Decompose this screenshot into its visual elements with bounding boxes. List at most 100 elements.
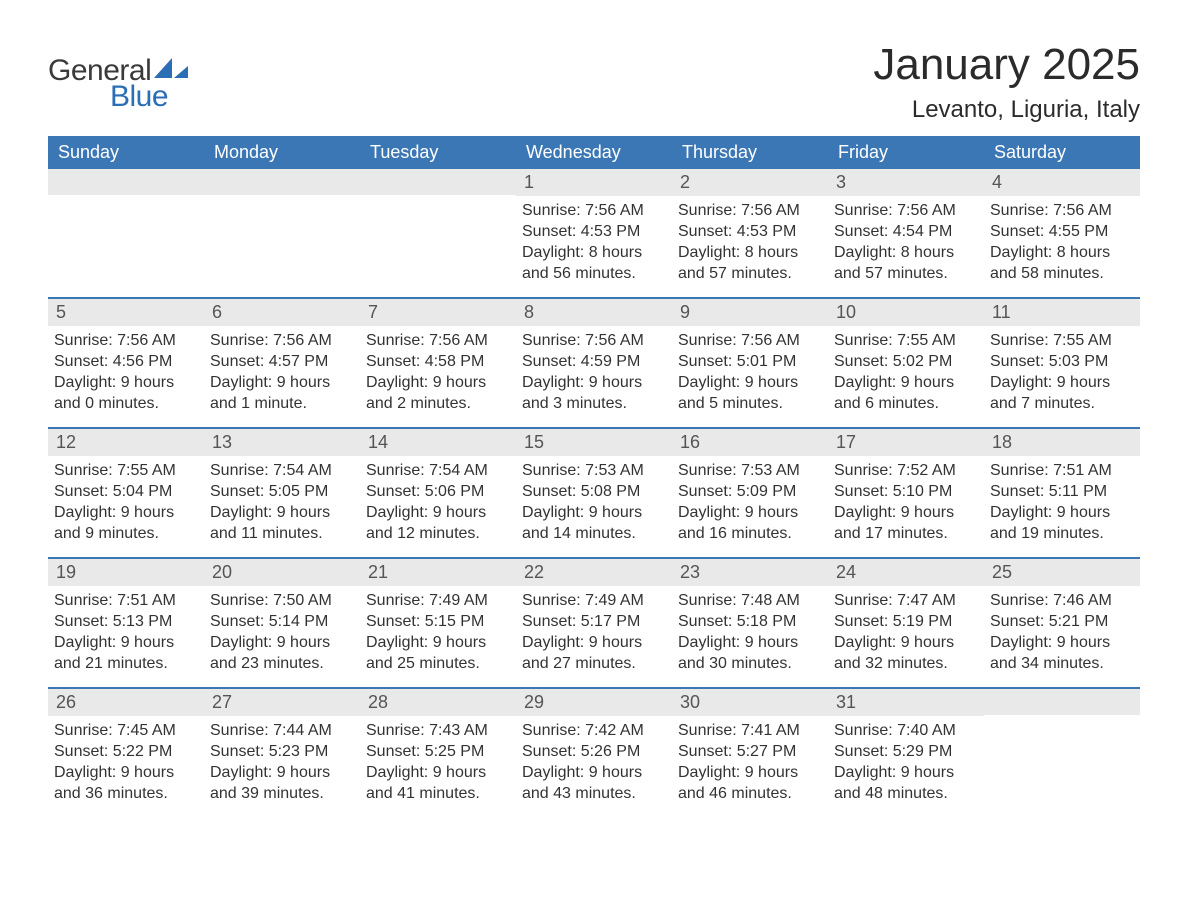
- day-cell: 7Sunrise: 7:56 AMSunset: 4:58 PMDaylight…: [360, 299, 516, 427]
- day-number: 5: [48, 299, 204, 326]
- daylight-line1: Daylight: 8 hours: [990, 242, 1134, 263]
- daylight-line2: and 30 minutes.: [678, 653, 822, 674]
- sunrise-text: Sunrise: 7:56 AM: [54, 330, 198, 351]
- day-cell: 11Sunrise: 7:55 AMSunset: 5:03 PMDayligh…: [984, 299, 1140, 427]
- daylight-line2: and 1 minute.: [210, 393, 354, 414]
- daylight-line2: and 2 minutes.: [366, 393, 510, 414]
- daylight-line1: Daylight: 9 hours: [210, 632, 354, 653]
- daylight-line2: and 12 minutes.: [366, 523, 510, 544]
- week-row: 26Sunrise: 7:45 AMSunset: 5:22 PMDayligh…: [48, 687, 1140, 817]
- sunrise-text: Sunrise: 7:56 AM: [678, 330, 822, 351]
- sunset-text: Sunset: 5:02 PM: [834, 351, 978, 372]
- day-number: [984, 689, 1140, 715]
- day-cell: 2Sunrise: 7:56 AMSunset: 4:53 PMDaylight…: [672, 169, 828, 297]
- sunset-text: Sunset: 5:29 PM: [834, 741, 978, 762]
- day-cell: 24Sunrise: 7:47 AMSunset: 5:19 PMDayligh…: [828, 559, 984, 687]
- day-number: 8: [516, 299, 672, 326]
- sunrise-text: Sunrise: 7:43 AM: [366, 720, 510, 741]
- day-details: Sunrise: 7:56 AMSunset: 4:53 PMDaylight:…: [516, 196, 672, 288]
- daylight-line1: Daylight: 9 hours: [54, 762, 198, 783]
- calendar-table: Sunday Monday Tuesday Wednesday Thursday…: [48, 136, 1140, 817]
- day-details: Sunrise: 7:49 AMSunset: 5:15 PMDaylight:…: [360, 586, 516, 678]
- day-number: [204, 169, 360, 195]
- sunset-text: Sunset: 5:01 PM: [678, 351, 822, 372]
- sunset-text: Sunset: 5:18 PM: [678, 611, 822, 632]
- daylight-line2: and 39 minutes.: [210, 783, 354, 804]
- sunset-text: Sunset: 5:23 PM: [210, 741, 354, 762]
- page-header: General Blue January 2025 Levanto, Ligur…: [48, 40, 1140, 124]
- weekday-header: Saturday: [984, 136, 1140, 169]
- day-cell: 25Sunrise: 7:46 AMSunset: 5:21 PMDayligh…: [984, 559, 1140, 687]
- day-cell: 23Sunrise: 7:48 AMSunset: 5:18 PMDayligh…: [672, 559, 828, 687]
- sunrise-text: Sunrise: 7:42 AM: [522, 720, 666, 741]
- sunrise-text: Sunrise: 7:53 AM: [678, 460, 822, 481]
- daylight-line2: and 14 minutes.: [522, 523, 666, 544]
- day-number: 1: [516, 169, 672, 196]
- daylight-line2: and 0 minutes.: [54, 393, 198, 414]
- daylight-line1: Daylight: 9 hours: [210, 372, 354, 393]
- day-number: 21: [360, 559, 516, 586]
- week-row: 5Sunrise: 7:56 AMSunset: 4:56 PMDaylight…: [48, 297, 1140, 427]
- day-number: 30: [672, 689, 828, 716]
- day-details: Sunrise: 7:56 AMSunset: 4:58 PMDaylight:…: [360, 326, 516, 418]
- sunset-text: Sunset: 5:08 PM: [522, 481, 666, 502]
- sunset-text: Sunset: 5:17 PM: [522, 611, 666, 632]
- weekday-header: Wednesday: [516, 136, 672, 169]
- day-number: 10: [828, 299, 984, 326]
- day-details: Sunrise: 7:46 AMSunset: 5:21 PMDaylight:…: [984, 586, 1140, 678]
- day-cell: 26Sunrise: 7:45 AMSunset: 5:22 PMDayligh…: [48, 689, 204, 817]
- day-details: Sunrise: 7:53 AMSunset: 5:08 PMDaylight:…: [516, 456, 672, 548]
- daylight-line2: and 3 minutes.: [522, 393, 666, 414]
- day-number: 15: [516, 429, 672, 456]
- day-number: 18: [984, 429, 1140, 456]
- sunset-text: Sunset: 5:21 PM: [990, 611, 1134, 632]
- daylight-line1: Daylight: 9 hours: [210, 502, 354, 523]
- daylight-line1: Daylight: 8 hours: [834, 242, 978, 263]
- day-details: Sunrise: 7:40 AMSunset: 5:29 PMDaylight:…: [828, 716, 984, 808]
- daylight-line1: Daylight: 9 hours: [834, 502, 978, 523]
- daylight-line2: and 57 minutes.: [678, 263, 822, 284]
- day-cell: [204, 169, 360, 297]
- sunrise-text: Sunrise: 7:54 AM: [210, 460, 354, 481]
- sunset-text: Sunset: 5:05 PM: [210, 481, 354, 502]
- daylight-line1: Daylight: 9 hours: [678, 762, 822, 783]
- daylight-line1: Daylight: 9 hours: [522, 632, 666, 653]
- day-number: 4: [984, 169, 1140, 196]
- day-cell: 16Sunrise: 7:53 AMSunset: 5:09 PMDayligh…: [672, 429, 828, 557]
- sunset-text: Sunset: 5:09 PM: [678, 481, 822, 502]
- daylight-line2: and 58 minutes.: [990, 263, 1134, 284]
- day-details: Sunrise: 7:54 AMSunset: 5:05 PMDaylight:…: [204, 456, 360, 548]
- day-number: 6: [204, 299, 360, 326]
- daylight-line2: and 56 minutes.: [522, 263, 666, 284]
- sunrise-text: Sunrise: 7:56 AM: [210, 330, 354, 351]
- sunset-text: Sunset: 5:22 PM: [54, 741, 198, 762]
- day-cell: 31Sunrise: 7:40 AMSunset: 5:29 PMDayligh…: [828, 689, 984, 817]
- weekday-header: Monday: [204, 136, 360, 169]
- daylight-line2: and 17 minutes.: [834, 523, 978, 544]
- day-cell: 13Sunrise: 7:54 AMSunset: 5:05 PMDayligh…: [204, 429, 360, 557]
- sunset-text: Sunset: 4:59 PM: [522, 351, 666, 372]
- daylight-line2: and 19 minutes.: [990, 523, 1134, 544]
- daylight-line1: Daylight: 9 hours: [834, 762, 978, 783]
- title-block: January 2025 Levanto, Liguria, Italy: [873, 40, 1140, 124]
- day-number: 12: [48, 429, 204, 456]
- day-details: Sunrise: 7:49 AMSunset: 5:17 PMDaylight:…: [516, 586, 672, 678]
- day-details: Sunrise: 7:56 AMSunset: 5:01 PMDaylight:…: [672, 326, 828, 418]
- daylight-line2: and 11 minutes.: [210, 523, 354, 544]
- daylight-line1: Daylight: 9 hours: [366, 372, 510, 393]
- daylight-line1: Daylight: 9 hours: [366, 502, 510, 523]
- daylight-line1: Daylight: 9 hours: [990, 632, 1134, 653]
- sunset-text: Sunset: 4:58 PM: [366, 351, 510, 372]
- day-cell: 28Sunrise: 7:43 AMSunset: 5:25 PMDayligh…: [360, 689, 516, 817]
- day-cell: 12Sunrise: 7:55 AMSunset: 5:04 PMDayligh…: [48, 429, 204, 557]
- daylight-line1: Daylight: 9 hours: [990, 502, 1134, 523]
- sunrise-text: Sunrise: 7:56 AM: [990, 200, 1134, 221]
- sunrise-text: Sunrise: 7:47 AM: [834, 590, 978, 611]
- day-cell: 14Sunrise: 7:54 AMSunset: 5:06 PMDayligh…: [360, 429, 516, 557]
- day-number: 9: [672, 299, 828, 326]
- sunrise-text: Sunrise: 7:51 AM: [990, 460, 1134, 481]
- day-cell: 6Sunrise: 7:56 AMSunset: 4:57 PMDaylight…: [204, 299, 360, 427]
- day-cell: [984, 689, 1140, 817]
- sunset-text: Sunset: 5:14 PM: [210, 611, 354, 632]
- sunset-text: Sunset: 5:15 PM: [366, 611, 510, 632]
